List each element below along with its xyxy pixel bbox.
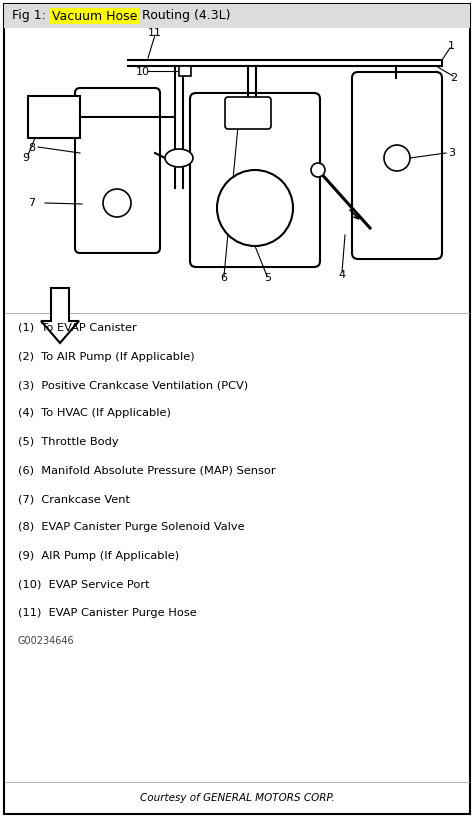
Text: 5: 5 bbox=[264, 273, 271, 283]
Text: 10: 10 bbox=[136, 67, 150, 77]
Text: 7: 7 bbox=[28, 198, 35, 208]
Text: (10)  EVAP Service Port: (10) EVAP Service Port bbox=[18, 579, 150, 590]
Text: 9: 9 bbox=[22, 153, 29, 163]
Bar bbox=[28, 96, 80, 138]
Text: Fig 1:: Fig 1: bbox=[12, 10, 50, 23]
Bar bbox=[4, 4, 470, 28]
Bar bbox=[179, 66, 191, 76]
Circle shape bbox=[384, 145, 410, 171]
Text: 1: 1 bbox=[448, 41, 455, 51]
Text: (7)  Crankcase Vent: (7) Crankcase Vent bbox=[18, 494, 130, 504]
Text: (4)  To HVAC (If Applicable): (4) To HVAC (If Applicable) bbox=[18, 408, 171, 419]
FancyBboxPatch shape bbox=[225, 97, 271, 129]
Ellipse shape bbox=[165, 149, 193, 167]
Text: (6)  Manifold Absolute Pressure (MAP) Sensor: (6) Manifold Absolute Pressure (MAP) Sen… bbox=[18, 465, 275, 475]
Circle shape bbox=[311, 163, 325, 177]
Text: (1)  To EVAP Canister: (1) To EVAP Canister bbox=[18, 323, 137, 333]
Text: (11)  EVAP Canister Purge Hose: (11) EVAP Canister Purge Hose bbox=[18, 608, 197, 618]
Text: (8)  EVAP Canister Purge Solenoid Valve: (8) EVAP Canister Purge Solenoid Valve bbox=[18, 523, 245, 533]
FancyBboxPatch shape bbox=[352, 72, 442, 259]
Text: (9)  AIR Pump (If Applicable): (9) AIR Pump (If Applicable) bbox=[18, 551, 179, 561]
Text: 3: 3 bbox=[448, 148, 455, 158]
Text: G00234646: G00234646 bbox=[18, 636, 74, 646]
FancyArrow shape bbox=[41, 288, 79, 343]
Text: Routing (4.3L): Routing (4.3L) bbox=[138, 10, 230, 23]
FancyBboxPatch shape bbox=[190, 93, 320, 267]
Circle shape bbox=[103, 189, 131, 217]
Text: (2)  To AIR Pump (If Applicable): (2) To AIR Pump (If Applicable) bbox=[18, 352, 195, 362]
FancyBboxPatch shape bbox=[75, 88, 160, 253]
Text: 6: 6 bbox=[220, 273, 227, 283]
Text: (3)  Positive Crankcase Ventilation (PCV): (3) Positive Crankcase Ventilation (PCV) bbox=[18, 380, 248, 390]
Text: (5)  Throttle Body: (5) Throttle Body bbox=[18, 437, 118, 447]
Text: Vacuum Hose: Vacuum Hose bbox=[52, 10, 137, 23]
Text: Courtesy of GENERAL MOTORS CORP.: Courtesy of GENERAL MOTORS CORP. bbox=[140, 793, 334, 803]
Circle shape bbox=[217, 170, 293, 246]
Text: 4: 4 bbox=[338, 270, 345, 280]
Text: 8: 8 bbox=[28, 143, 35, 153]
Text: 11: 11 bbox=[148, 28, 162, 38]
Text: 2: 2 bbox=[450, 73, 457, 83]
